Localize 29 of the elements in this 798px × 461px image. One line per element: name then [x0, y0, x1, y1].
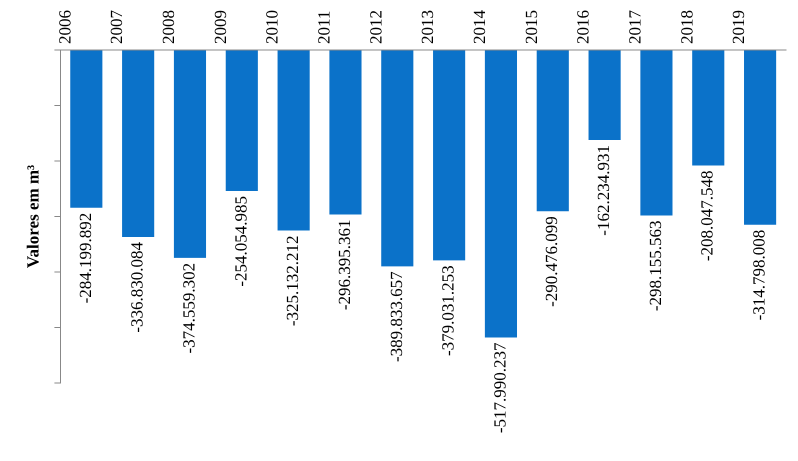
x-tick-label: 2006 — [55, 10, 74, 44]
y-axis-title: Valores em m³ — [24, 164, 43, 268]
x-tick-label: 2015 — [522, 10, 541, 44]
data-label: -325.132.212 — [283, 235, 302, 326]
data-label: -162.234.931 — [594, 145, 614, 236]
data-label: -336.830.084 — [128, 241, 147, 333]
data-label: -290.476.099 — [542, 216, 562, 307]
x-tick-label: 2012 — [366, 10, 386, 44]
data-label: -517.990.237 — [490, 342, 510, 434]
data-label: -298.155.563 — [646, 220, 665, 312]
data-label: -208.047.548 — [698, 170, 717, 262]
x-tick-label: 2014 — [470, 10, 490, 44]
x-tick-label: 2013 — [418, 10, 438, 44]
x-tick-label: 2019 — [729, 10, 748, 44]
data-label: -296.395.361 — [334, 220, 354, 310]
data-label: -374.559.302 — [179, 262, 198, 354]
x-tick-label: 2017 — [625, 10, 644, 44]
x-tick-label: 2010 — [262, 10, 282, 44]
x-tick-label: 2016 — [574, 10, 593, 44]
x-tick-label: 2018 — [677, 10, 696, 44]
x-tick-label: 2008 — [159, 10, 178, 44]
x-tick-label: 2011 — [314, 10, 334, 44]
x-tick-label: 2009 — [210, 10, 230, 44]
x-tick-label: 2007 — [107, 10, 126, 44]
data-label: -284.199.892 — [76, 212, 95, 304]
data-label: -389.833.657 — [386, 270, 406, 362]
data-label: -314.798.008 — [750, 230, 769, 320]
data-label: -379.031.253 — [438, 265, 458, 356]
data-label: -254.054.985 — [231, 196, 250, 287]
